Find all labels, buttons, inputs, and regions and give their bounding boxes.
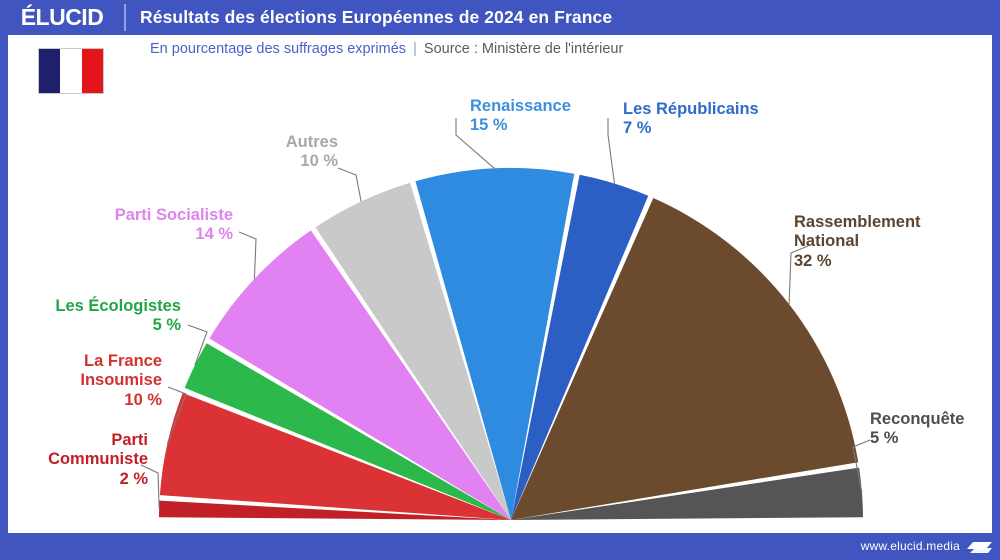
label-autres: Autres 10 % xyxy=(8,133,338,172)
flag-band-blue xyxy=(39,49,61,93)
app-footer: www.elucid.media xyxy=(0,533,1000,560)
label-les-republicains-pct: 7 % xyxy=(623,119,652,138)
leader-line xyxy=(140,464,160,509)
leader-line xyxy=(788,245,809,305)
chart-slice[interactable] xyxy=(511,198,859,520)
label-la-france-insoumise-pct: 10 % xyxy=(124,390,162,409)
header-divider xyxy=(124,4,126,31)
label-les-republicains: Les Républicains 7 % xyxy=(623,100,759,139)
label-reconquete-pct: 5 % xyxy=(870,429,899,448)
semicircle-chart: Autres 10 % Renaissance 15 % Les Républi… xyxy=(8,35,992,533)
label-parti-communiste-line1: Parti xyxy=(111,431,148,449)
chart-slice[interactable] xyxy=(511,174,649,520)
chart-slice[interactable] xyxy=(415,168,575,520)
label-renaissance-pct: 15 % xyxy=(470,116,508,135)
label-la-france-insoumise-line1: La France xyxy=(84,352,162,370)
label-reconquete-name: Reconquête xyxy=(870,410,965,428)
site-url[interactable]: www.elucid.media xyxy=(860,539,960,553)
chart-subtitle: En pourcentage des suffrages exprimés | … xyxy=(150,41,623,57)
label-parti-socialiste-pct: 14 % xyxy=(195,225,233,244)
label-rassemblement-national-line2: National xyxy=(794,232,860,251)
label-parti-socialiste-name: Parti Socialiste xyxy=(114,206,233,224)
subtitle-separator: | xyxy=(413,41,417,57)
chart-panel: En pourcentage des suffrages exprimés | … xyxy=(8,35,992,533)
elucid-mark-icon xyxy=(967,542,992,553)
leader-line xyxy=(455,118,495,169)
leader-line xyxy=(607,118,616,184)
chart-slice[interactable] xyxy=(184,343,511,520)
label-parti-communiste-line2: Communiste xyxy=(48,450,148,469)
label-rassemblement-national: Rassemblement National 32 % xyxy=(794,213,921,271)
label-les-ecologistes-pct: 5 % xyxy=(152,316,181,335)
label-la-france-insoumise-line2: Insoumise xyxy=(80,371,162,390)
label-autres-name: Autres xyxy=(285,133,338,151)
label-rassemblement-national-line1: Rassemblement xyxy=(794,213,921,231)
france-flag-icon xyxy=(38,48,104,94)
page-title: Résultats des élections Européennes de 2… xyxy=(140,7,613,27)
label-autres-pct: 10 % xyxy=(300,152,338,171)
chart-slice[interactable] xyxy=(511,467,863,520)
elucid-logo[interactable]: ÉLUCID xyxy=(20,4,104,30)
label-parti-communiste: Parti Communiste 2 % xyxy=(8,431,148,489)
chart-slice[interactable] xyxy=(159,392,511,520)
app-header: ÉLUCID Résultats des élections Européenn… xyxy=(0,0,1000,35)
chart-slice[interactable] xyxy=(159,500,511,520)
label-rassemblement-national-pct: 32 % xyxy=(794,251,832,270)
leader-line xyxy=(187,324,208,366)
label-parti-socialiste: Parti Socialiste 14 % xyxy=(8,206,233,245)
leader-line xyxy=(337,167,362,202)
label-la-france-insoumise: La France Insoumise 10 % xyxy=(8,352,162,410)
chart-slice[interactable] xyxy=(315,182,511,520)
leader-line xyxy=(852,439,871,493)
label-renaissance: Renaissance 15 % xyxy=(470,97,571,136)
chart-leader-lines xyxy=(140,118,871,509)
chart-slices xyxy=(159,168,863,520)
label-les-republicains-name: Les Républicains xyxy=(623,100,759,118)
flag-band-white xyxy=(60,49,82,93)
flag-band-red xyxy=(81,49,103,93)
label-les-ecologistes: Les Écologistes 5 % xyxy=(8,297,181,336)
leader-line xyxy=(238,231,257,280)
label-reconquete: Reconquête 5 % xyxy=(870,410,964,449)
subtitle-unit: En pourcentage des suffrages exprimés xyxy=(150,41,407,57)
label-les-ecologistes-name: Les Écologistes xyxy=(55,297,181,315)
label-renaissance-name: Renaissance xyxy=(470,97,571,115)
semicircle-chart-svg xyxy=(140,118,871,520)
leader-line xyxy=(166,386,187,444)
chart-slice[interactable] xyxy=(209,230,511,520)
label-parti-communiste-pct: 2 % xyxy=(119,469,148,488)
subtitle-source: Source : Ministère de l'intérieur xyxy=(423,41,624,57)
